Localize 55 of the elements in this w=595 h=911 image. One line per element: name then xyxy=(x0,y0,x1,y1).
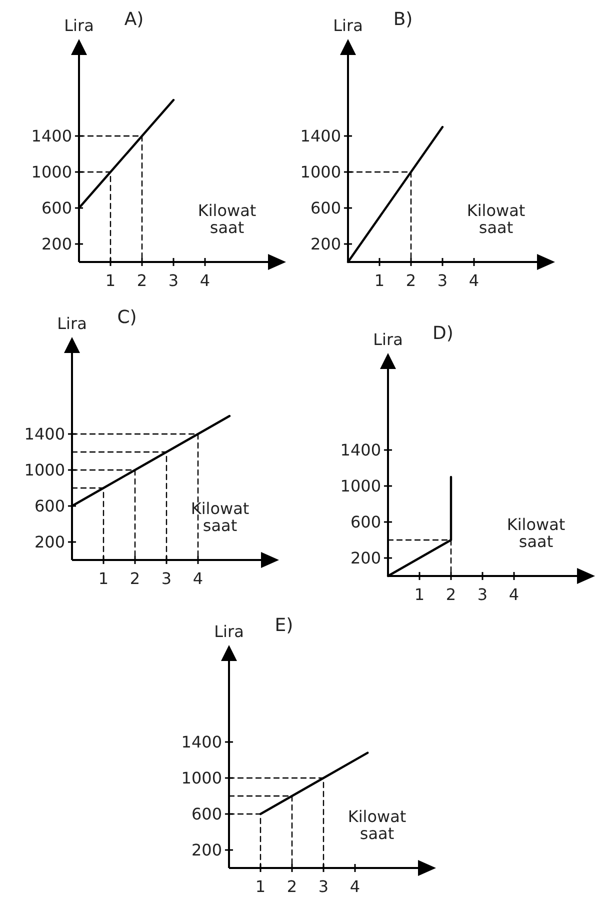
x-tick-label: 3 xyxy=(318,877,329,896)
y-tick-label: 1400 xyxy=(24,424,65,444)
y-tick-label: 1000 xyxy=(340,476,381,496)
x-tick-label: 3 xyxy=(437,271,448,290)
y-tick-label: 200 xyxy=(310,234,341,254)
x-axis-title: Kilowat saat xyxy=(348,807,406,843)
x-tick-label: 1 xyxy=(98,569,109,588)
y-axis-title: Lira xyxy=(333,16,363,35)
x-tick-label: 4 xyxy=(200,271,210,290)
y-tick-label: 600 xyxy=(41,198,72,218)
x-tick-label: 4 xyxy=(350,877,360,896)
y-tick-label: 200 xyxy=(34,532,65,552)
x-axis-title: Kilowat saat xyxy=(190,499,250,535)
x-tick-label: 2 xyxy=(286,877,298,896)
y-tick-label: 1400 xyxy=(31,126,72,146)
y-tick-label: 600 xyxy=(310,198,341,218)
x-tick-label: 1 xyxy=(374,271,385,290)
y-axis-title: Lira xyxy=(214,622,244,641)
x-tick-label: 4 xyxy=(192,569,204,588)
y-axis-title: Lira xyxy=(57,314,87,333)
x-tick-label: 4 xyxy=(508,585,520,604)
y-tick-label: 200 xyxy=(350,548,381,568)
chart-title: A) xyxy=(124,9,144,30)
y-tick-label: 600 xyxy=(191,804,222,824)
y-tick-label: 1400 xyxy=(340,440,381,460)
x-tick-label: 1 xyxy=(255,877,266,896)
y-tick-label: 600 xyxy=(34,496,65,516)
y-tick-label: 1400 xyxy=(181,732,222,752)
x-axis-title: Kilowat saat xyxy=(506,515,566,551)
y-axis-title: Lira xyxy=(64,16,94,35)
y-axis-title: Lira xyxy=(373,330,403,349)
chart-title: D) xyxy=(432,323,454,344)
chart-title: B) xyxy=(393,9,413,30)
y-tick-label: 1400 xyxy=(300,126,341,146)
x-tick-label: 2 xyxy=(136,271,148,290)
x-tick-label: 4 xyxy=(468,271,480,290)
x-tick-label: 2 xyxy=(130,569,140,588)
x-tick-label: 3 xyxy=(168,271,179,290)
y-tick-label: 1000 xyxy=(24,460,65,480)
x-tick-label: 3 xyxy=(161,569,172,588)
x-tick-label: 1 xyxy=(105,271,116,290)
x-tick-label: 2 xyxy=(446,585,456,604)
chart-title: C) xyxy=(117,307,137,328)
x-axis-title: Kilowat saat xyxy=(466,201,526,237)
y-tick-label: 600 xyxy=(350,512,381,532)
y-tick-label: 1000 xyxy=(300,162,341,182)
y-tick-label: 200 xyxy=(41,234,72,254)
x-axis-title: Kilowat saat xyxy=(198,201,256,237)
x-tick-label: 3 xyxy=(477,585,488,604)
y-tick-label: 1000 xyxy=(31,162,72,182)
y-tick-label: 200 xyxy=(191,840,222,860)
chart-title: E) xyxy=(274,615,294,636)
x-tick-label: 2 xyxy=(406,271,416,290)
x-tick-label: 1 xyxy=(414,585,425,604)
y-tick-label: 1000 xyxy=(181,768,222,788)
